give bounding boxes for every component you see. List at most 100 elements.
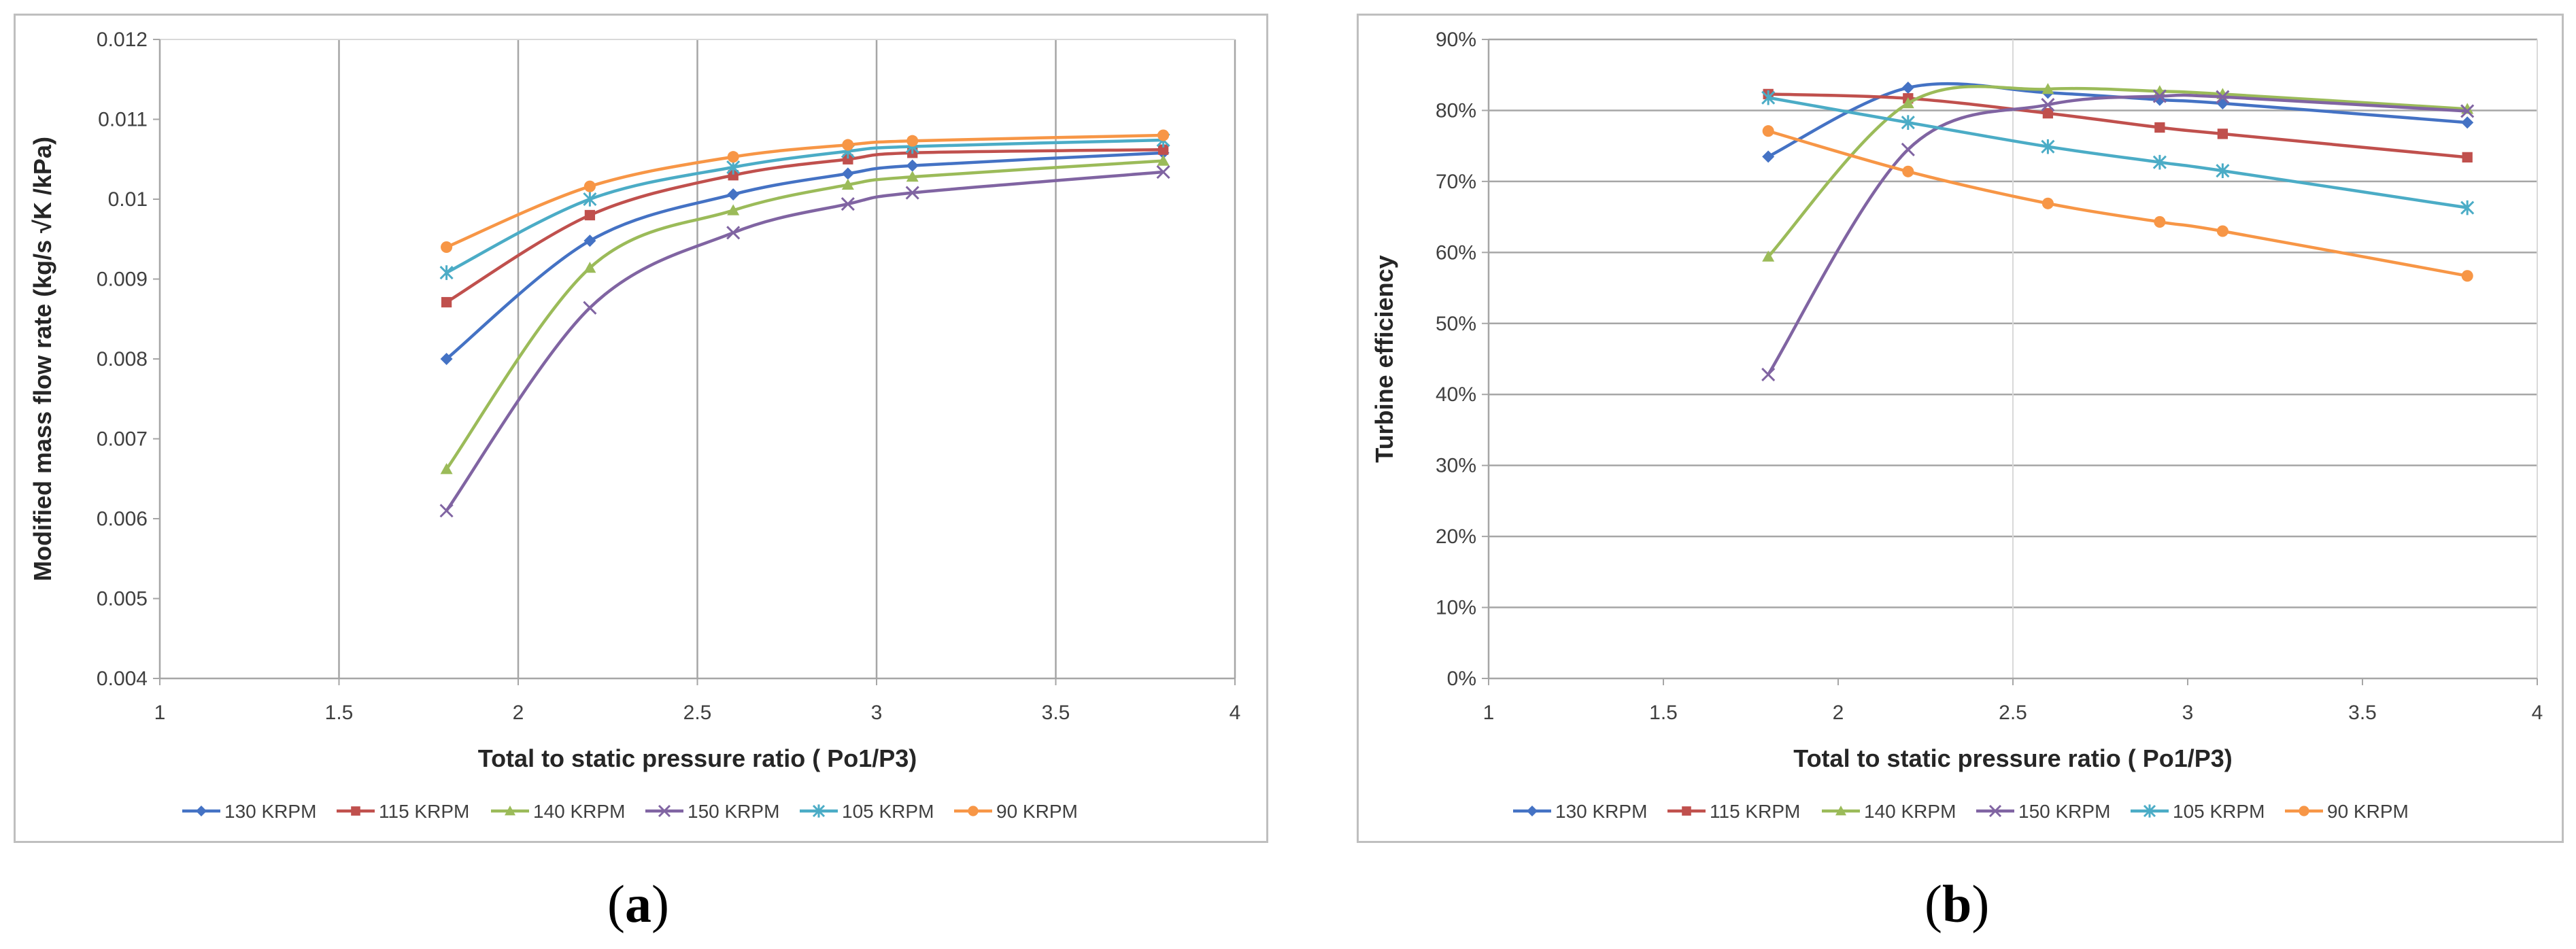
chart-a-point-1-1-shape (584, 209, 596, 221)
chart-a-y-tick-label-3: 0.007 (97, 428, 148, 451)
chart-b-legend-marker-1-shape (1682, 806, 1691, 816)
chart-a-series-line-1 (445, 148, 1164, 304)
chart-a-legend-marker-4-shape (812, 804, 826, 818)
chart-b-point-5-5 (2461, 270, 2473, 282)
chart-a-point-2-0 (440, 463, 453, 474)
chart-b-y-tick-label-4: 40% (1436, 383, 1476, 406)
chart-b-series-5 (1762, 125, 2473, 282)
chart-b-series-line-5 (1767, 129, 2468, 278)
chart-a-point-1-3 (843, 154, 853, 165)
chart-a-legend-label-4: 105 KRPM (842, 801, 934, 822)
chart-a-gridlines (160, 39, 1236, 678)
chart-b-point-5-2-shape (2041, 197, 2054, 209)
chart-b-legend-label-3: 150 KRPM (2018, 801, 2110, 822)
chart-b-point-0-0 (1762, 150, 1775, 163)
chart-a-series-line-2 (445, 159, 1164, 470)
chart-b-legend-marker-4-shape (2143, 804, 2156, 818)
caption-b-close: ) (1971, 874, 1990, 933)
chart-b-x-tick-label-0: 1 (1483, 702, 1495, 724)
chart-a-point-5-3 (842, 139, 854, 151)
chart-b-y-tick-label-9: 90% (1436, 29, 1476, 51)
chart-a-point-5-0 (441, 241, 453, 254)
chart-b-point-2-1-shape (1901, 97, 1914, 109)
chart-b-y-tick-label-6: 60% (1436, 241, 1476, 264)
chart-b-point-5-1-shape (1902, 165, 1914, 177)
chart-b-point-5-3 (2154, 215, 2166, 228)
chart-b-series-4 (1761, 90, 2475, 215)
chart-b-x-tick-label-2: 2 (1833, 702, 1844, 724)
chart-a-legend-label-2: 140 KRPM (533, 801, 625, 822)
chart-a-point-2-2-shape (727, 204, 740, 215)
chart-b-x-tick-label-6: 4 (2532, 702, 2543, 724)
chart-b-point-0-5 (2461, 116, 2474, 129)
chart-b-point-4-4 (2216, 163, 2230, 179)
chart-b-x-axis-title: Total to static pressure ratio ( Po1/P3) (1793, 744, 2233, 772)
chart-b-legend-marker-5 (2299, 806, 2309, 816)
chart-a-y-tick-label-5: 0.009 (97, 269, 148, 291)
chart-b-point-0-1 (1901, 82, 1914, 94)
chart-b-series-group (1761, 82, 2475, 382)
chart-a-point-5-4 (906, 135, 919, 147)
chart-a-series-4 (439, 133, 1170, 280)
chart-a-x-tick-label-1: 1.5 (325, 702, 354, 724)
chart-b-point-3-0 (1761, 367, 1776, 382)
chart-a-legend-item-3: 150 KRPM (645, 801, 779, 822)
chart-b-legend-label-2: 140 KRPM (1864, 801, 1956, 822)
chart-a-point-5-0-shape (441, 241, 453, 254)
chart-a-point-0-2 (727, 188, 740, 201)
chart-b-point-0-0-shape (1762, 150, 1775, 163)
chart-b-point-1-4-shape (2217, 128, 2228, 139)
chart-b-series-line-3 (1767, 93, 2468, 376)
chart-a-point-5-4-shape (906, 135, 919, 147)
chart-b-legend-item-2: 140 KRPM (1822, 801, 1956, 822)
chart-a-series-1 (441, 144, 1169, 308)
chart-a-point-3-2-shape (726, 226, 741, 240)
chart-a-y-tick-label-4: 0.008 (97, 348, 148, 370)
chart-b-x-tick-label-1: 1.5 (1649, 702, 1678, 724)
chart-b-series-3 (1761, 89, 2475, 382)
chart-a-point-0-1 (583, 235, 596, 247)
chart-a-point-3-3-shape (841, 196, 855, 211)
chart-panel-b: 1 1.5 2 2.5 3 3.5 4 0% 10% 20% 30% 40% 50% 60% 70% 80% 9… (1357, 14, 2564, 843)
chart-a-point-5-3-shape (842, 139, 854, 151)
caption-b-letter: b (1942, 874, 1972, 933)
chart-b-series-line-2 (1767, 85, 2468, 258)
chart-b-point-1-2 (2042, 107, 2054, 119)
chart-a-legend-label-0: 130 KRPM (224, 801, 316, 822)
chart-b-point-4-3 (2152, 154, 2167, 170)
chart-b-point-0-5-shape (2461, 116, 2474, 129)
chart-b-point-2-2 (2041, 83, 2054, 94)
chart-b-point-2-2-shape (2041, 83, 2054, 94)
caption-b-open: ( (1925, 874, 1942, 933)
chart-a-series-group (439, 129, 1170, 518)
chart-b-point-3-5-shape (2460, 104, 2475, 118)
chart-a-point-3-4-shape (905, 186, 919, 200)
chart-a-ticks: 1 1.5 2 2.5 3 3.5 4 0.004 0.005 0.006 0.007 0.008 0.… (97, 29, 1240, 724)
chart-a-legend-marker-1 (351, 806, 360, 816)
chart-b-legend-label-4: 105 KRPM (2173, 801, 2265, 822)
chart-b-legend-marker-4 (2143, 804, 2156, 818)
chart-a-point-2-1 (583, 262, 596, 273)
chart-b-point-3-5 (2460, 104, 2475, 118)
chart-a-point-2-1-shape (583, 262, 596, 273)
chart-b-point-5-0 (1762, 125, 1774, 137)
chart-a-point-3-1-shape (583, 300, 597, 315)
chart-b-series-2 (1762, 83, 2474, 262)
chart-a-x-tick-label-6: 4 (1230, 702, 1241, 724)
chart-a-y-tick-label-8: 0.012 (97, 29, 148, 51)
chart-a-point-0-0-shape (440, 353, 453, 365)
chart-b-point-1-5-shape (2462, 152, 2473, 163)
chart-b-point-1-5 (2462, 152, 2473, 163)
chart-a-legend-marker-3-shape (658, 804, 671, 818)
chart-b-series-line-4 (1767, 96, 2468, 209)
chart-a-legend-label-3: 150 KRPM (688, 801, 779, 822)
chart-b-y-tick-label-2: 20% (1436, 525, 1476, 548)
chart-a-point-5-5-shape (1157, 129, 1170, 141)
chart-a-point-0-0 (440, 353, 453, 365)
chart-a-y-tick-label-2: 0.006 (97, 508, 148, 530)
chart-a-point-1-2-shape (728, 170, 739, 181)
chart-a-point-5-2-shape (727, 151, 739, 163)
chart-a-point-3-3 (841, 196, 855, 211)
chart-b-point-5-1 (1902, 165, 1914, 177)
chart-a-y-tick-label-0: 0.004 (97, 668, 148, 690)
